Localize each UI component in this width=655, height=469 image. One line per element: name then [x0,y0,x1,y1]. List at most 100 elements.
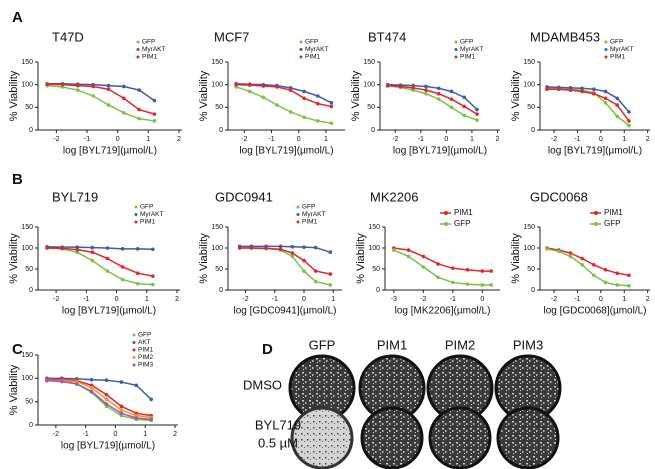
y-axis-label: % Viability [8,70,20,121]
legend-label: PIM1 [305,54,321,61]
data-point [104,397,109,402]
fit-curve [235,86,332,124]
data-point [475,107,479,112]
x-tick-label: 1 [470,136,474,143]
data-point [290,244,295,249]
legend-label: MyrAKT [140,211,164,218]
x-tick-label: 0 [297,136,301,143]
fit-curve [387,84,478,115]
data-point [329,121,334,125]
y-tick-label: 100 [211,245,223,252]
y-tick-label: 150 [523,224,535,231]
data-point [475,112,479,116]
data-point [89,385,94,390]
data-point [106,87,111,91]
legend-swatch [594,211,598,215]
legend-label: PIM1 [140,219,156,226]
legend-swatch [444,222,448,226]
x-tick-label: 1 [331,296,335,303]
x-tick-label: 1 [145,296,149,303]
data-point [313,245,318,250]
x-tick-label: 1 [143,431,147,438]
legend-label: GFP [454,219,470,228]
legend-swatch [594,222,598,226]
data-point [627,284,631,288]
data-point [149,397,153,402]
chart-title: T47D [52,29,84,44]
data-point [105,269,110,273]
data-point [436,275,440,280]
data-point [45,246,49,250]
data-point [137,88,141,92]
data-point [104,378,109,383]
y-tick-label: 150 [211,224,223,231]
chart: BT474 0 50 100 150 -2 -1 0 1 2 log [BYL719](µmol/L… [350,29,500,157]
y-axis-label: % Viability [510,233,522,284]
legend-swatch [132,363,136,367]
fit-curve [47,84,155,122]
data-point [462,113,467,118]
plate-column: PIM2 [445,337,475,352]
legend-label: GFP [302,204,315,211]
data-point [89,389,94,394]
y-tick-label: 100 [523,82,535,89]
data-point [104,392,109,397]
data-point [313,279,318,284]
data-point [627,273,631,278]
data-point [135,247,140,251]
y-tick-label: 150 [21,59,33,66]
fit-curve [393,247,492,272]
data-point [627,110,631,114]
data-point [247,83,252,87]
data-point [328,272,333,276]
data-point [592,87,596,91]
x-tick-label: 0 [599,296,603,303]
data-point [120,277,125,282]
x-tick-label: 0 [302,296,306,303]
x-axis-label: log [BYL719](µmol/L) [239,146,333,157]
chart-title: BT474 [368,29,406,44]
fit-curve [546,87,630,127]
chart: GDC0941 0 50 100 150 -2 -1 0 1 log [GDC0941](µmol… [198,189,342,317]
legend-swatch [604,55,608,59]
legend-label: PIM1 [302,219,318,226]
data-point [135,281,140,286]
legend-label: PIM1 [460,54,476,61]
chart-title: GDC0068 [530,189,588,204]
legend-swatch [454,55,458,59]
data-point [247,89,252,94]
data-point [449,97,454,101]
y-tick-label: 150 [211,59,223,66]
legend-label: MyrAKT [460,46,484,53]
y-tick-label: 100 [211,82,223,89]
data-point [480,283,485,287]
fit-curve [47,245,153,251]
legend-swatch [604,48,608,51]
x-tick-label: -2 [420,296,426,303]
legend-swatch [296,205,300,209]
data-point [436,91,441,96]
data-point [315,94,320,98]
y-tick-label: 50 [215,266,223,273]
fit-curve [239,247,331,286]
data-point [406,248,411,252]
data-point [580,263,584,267]
legend-swatch [454,40,458,44]
legend-swatch [136,48,140,51]
data-point [119,404,124,409]
y-tick-label: 150 [363,59,375,66]
x-tick-label: -2 [53,431,59,438]
data-point [290,251,295,255]
legend-swatch [132,356,136,359]
y-tick-label: 0 [376,287,380,294]
fit-curve [46,379,152,419]
y-tick-label: 150 [368,224,380,231]
chart-title: MCF7 [214,29,249,44]
data-point [104,402,109,406]
data-point [411,86,415,90]
data-point [278,244,283,249]
data-point [237,246,242,250]
x-tick-label: -1 [574,136,580,143]
data-point [302,269,306,273]
